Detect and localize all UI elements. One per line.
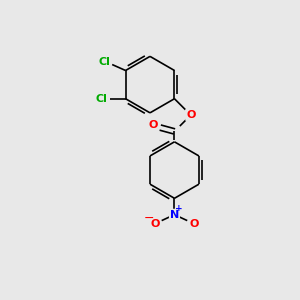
Text: −: − <box>144 212 154 225</box>
Text: +: + <box>175 204 183 213</box>
Text: N: N <box>170 210 179 220</box>
Text: Cl: Cl <box>99 57 111 67</box>
Text: O: O <box>189 219 199 229</box>
Text: O: O <box>186 110 196 120</box>
Text: O: O <box>149 121 158 130</box>
Text: Cl: Cl <box>96 94 108 104</box>
Text: O: O <box>150 219 160 229</box>
